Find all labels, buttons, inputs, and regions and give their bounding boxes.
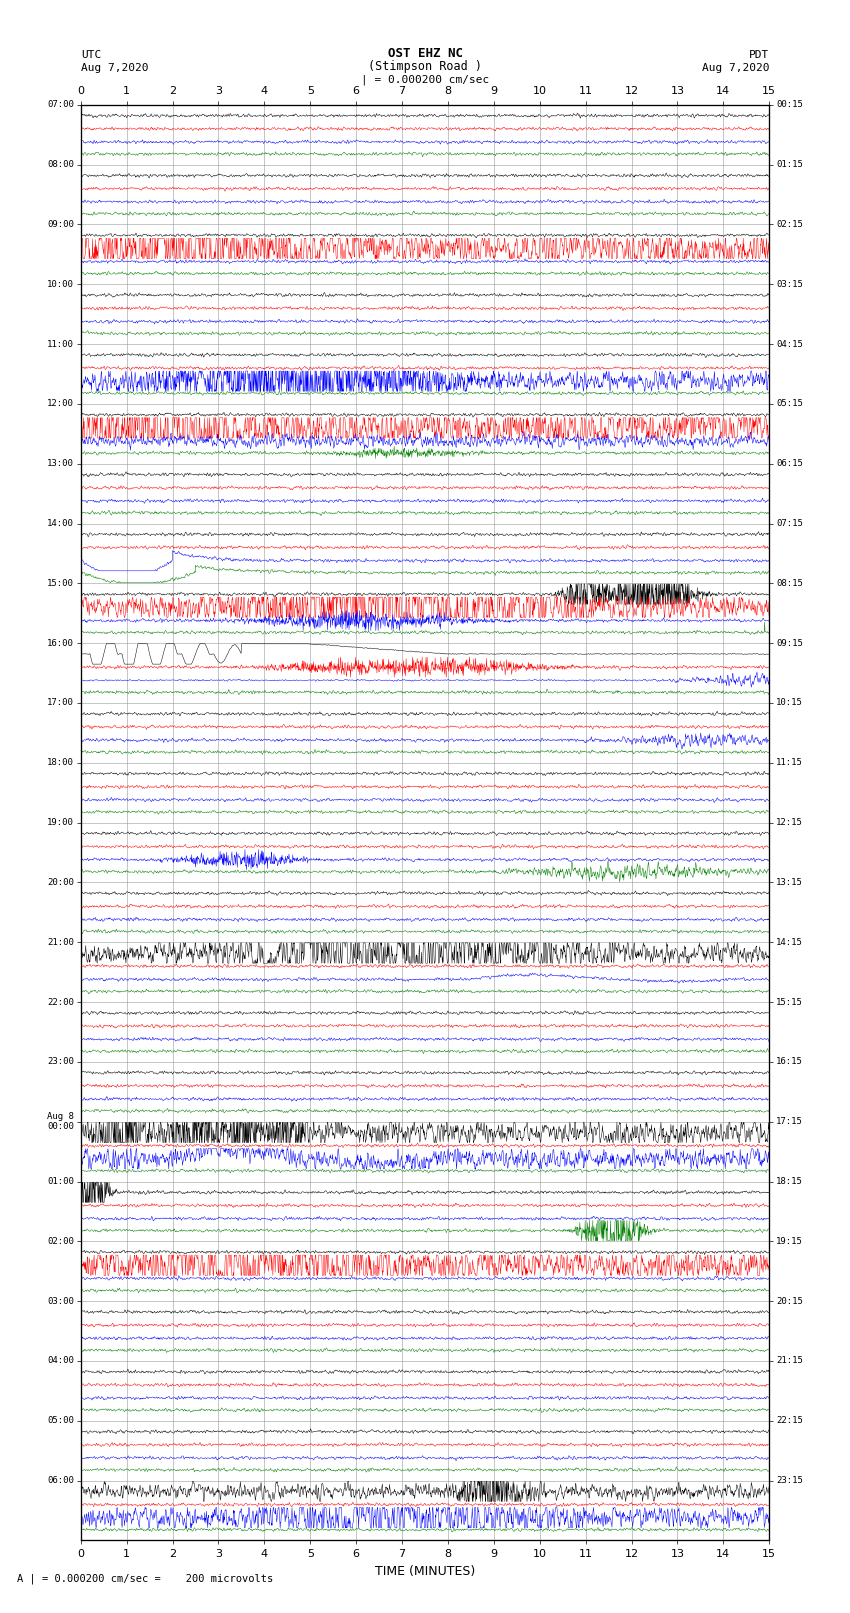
Text: UTC: UTC — [81, 50, 101, 60]
Text: A | = 0.000200 cm/sec =    200 microvolts: A | = 0.000200 cm/sec = 200 microvolts — [17, 1573, 273, 1584]
Text: Aug 7,2020: Aug 7,2020 — [81, 63, 148, 73]
Text: OST EHZ NC: OST EHZ NC — [388, 47, 462, 60]
Text: PDT: PDT — [749, 50, 769, 60]
Text: (Stimpson Road ): (Stimpson Road ) — [368, 60, 482, 73]
X-axis label: TIME (MINUTES): TIME (MINUTES) — [375, 1565, 475, 1578]
Text: Aug 7,2020: Aug 7,2020 — [702, 63, 769, 73]
Text: | = 0.000200 cm/sec: | = 0.000200 cm/sec — [361, 74, 489, 84]
